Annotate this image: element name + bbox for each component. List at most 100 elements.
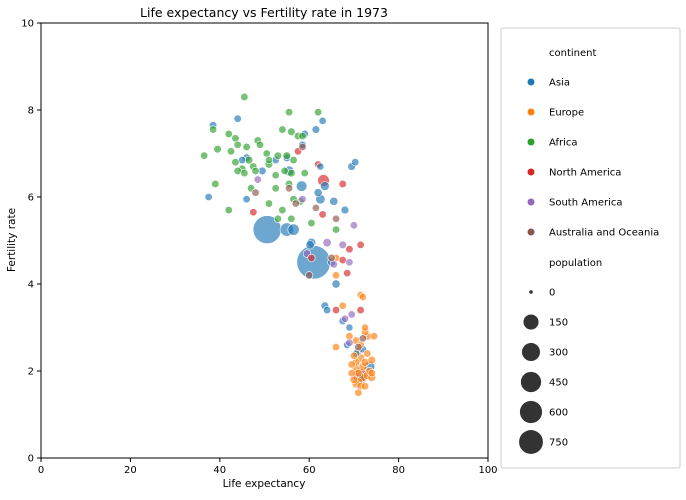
data-point (233, 140, 242, 149)
data-point (271, 171, 280, 180)
data-point (338, 179, 347, 188)
data-point (255, 140, 265, 149)
data-point (298, 195, 307, 204)
legend-label: Asia (549, 78, 570, 89)
data-point (314, 108, 323, 117)
data-point (313, 188, 323, 198)
legend-marker (527, 168, 535, 176)
x-axis-label: Life expectancy (223, 478, 306, 490)
legend-marker (527, 138, 535, 146)
data-point (356, 240, 365, 249)
data-point (349, 221, 358, 230)
y-tick-label: 4 (28, 280, 34, 291)
data-point (224, 206, 233, 215)
data-point (347, 360, 356, 369)
legend-size-label: 450 (549, 378, 568, 389)
legend-marker (527, 228, 535, 236)
y-tick-label: 0 (28, 454, 34, 465)
data-point (343, 269, 352, 278)
data-point (233, 166, 242, 175)
data-point (251, 166, 260, 175)
legend-size-marker (519, 400, 543, 424)
data-point (213, 144, 222, 154)
data-point (233, 114, 242, 123)
data-point (349, 351, 358, 360)
data-point (249, 208, 258, 217)
data-point (354, 388, 363, 397)
data-point (331, 306, 341, 315)
data-point (331, 279, 341, 289)
legend-box (500, 27, 681, 469)
data-point (354, 343, 363, 352)
data-point (358, 334, 367, 343)
data-point (361, 382, 370, 391)
data-point (322, 238, 332, 248)
x-tick-label: 20 (124, 465, 137, 476)
data-point (305, 271, 314, 280)
legend-label: Europe (549, 108, 584, 119)
data-point (289, 155, 298, 165)
data-point (340, 314, 349, 323)
data-point (318, 116, 327, 125)
data-point (264, 199, 274, 208)
legend-label: South America (549, 198, 623, 209)
data-point (327, 253, 336, 262)
legend-label: Africa (549, 138, 578, 149)
chart-title: Life expectancy vs Fertility rate in 197… (140, 5, 388, 20)
data-point (316, 162, 325, 171)
data-point (338, 301, 347, 310)
legend-label: Australia and Oceania (549, 228, 659, 239)
data-point (271, 184, 280, 193)
data-point (298, 132, 307, 141)
data-point (242, 142, 251, 152)
data-point (307, 219, 316, 228)
data-point (287, 223, 300, 236)
data-point (209, 125, 218, 134)
data-point (340, 205, 350, 215)
data-point (278, 125, 287, 134)
data-point (291, 199, 300, 208)
legend-size-marker (520, 371, 542, 393)
data-point (242, 195, 251, 204)
data-point (282, 151, 292, 160)
data-point (300, 169, 309, 178)
legend-size-title: population (549, 258, 602, 269)
data-point (363, 349, 372, 358)
data-point (253, 175, 262, 184)
y-tick-label: 10 (21, 19, 34, 30)
legend-size-marker (529, 290, 533, 294)
data-point (264, 155, 274, 165)
data-point (347, 369, 356, 378)
data-point (204, 192, 213, 202)
data-point (331, 343, 341, 352)
legend-marker (527, 108, 535, 116)
data-point (305, 240, 315, 250)
x-axis: 0 20 40 60 80 100 (38, 458, 498, 476)
y-tick-label: 6 (28, 193, 34, 204)
data-point (356, 306, 365, 315)
data-point (273, 151, 282, 160)
data-point (240, 169, 249, 178)
data-point (238, 155, 247, 165)
legend-size-marker (521, 342, 541, 362)
data-point (211, 179, 220, 188)
x-tick-label: 80 (392, 465, 405, 476)
data-point (226, 147, 236, 156)
data-point (240, 92, 249, 101)
data-point (285, 108, 294, 117)
legend-size-label: 750 (549, 438, 568, 449)
legend-hue-items: Asia Europe Africa North America South Ameri… (527, 78, 659, 239)
data-point (280, 166, 289, 175)
plot-frame (40, 22, 489, 459)
data-point (231, 158, 240, 167)
data-point (345, 258, 354, 267)
data-point (311, 203, 320, 212)
data-point (361, 323, 369, 332)
y-tick-label: 2 (28, 367, 34, 378)
data-point (345, 338, 354, 347)
data-point (318, 210, 327, 219)
data-point (351, 158, 360, 167)
data-point (329, 196, 339, 206)
